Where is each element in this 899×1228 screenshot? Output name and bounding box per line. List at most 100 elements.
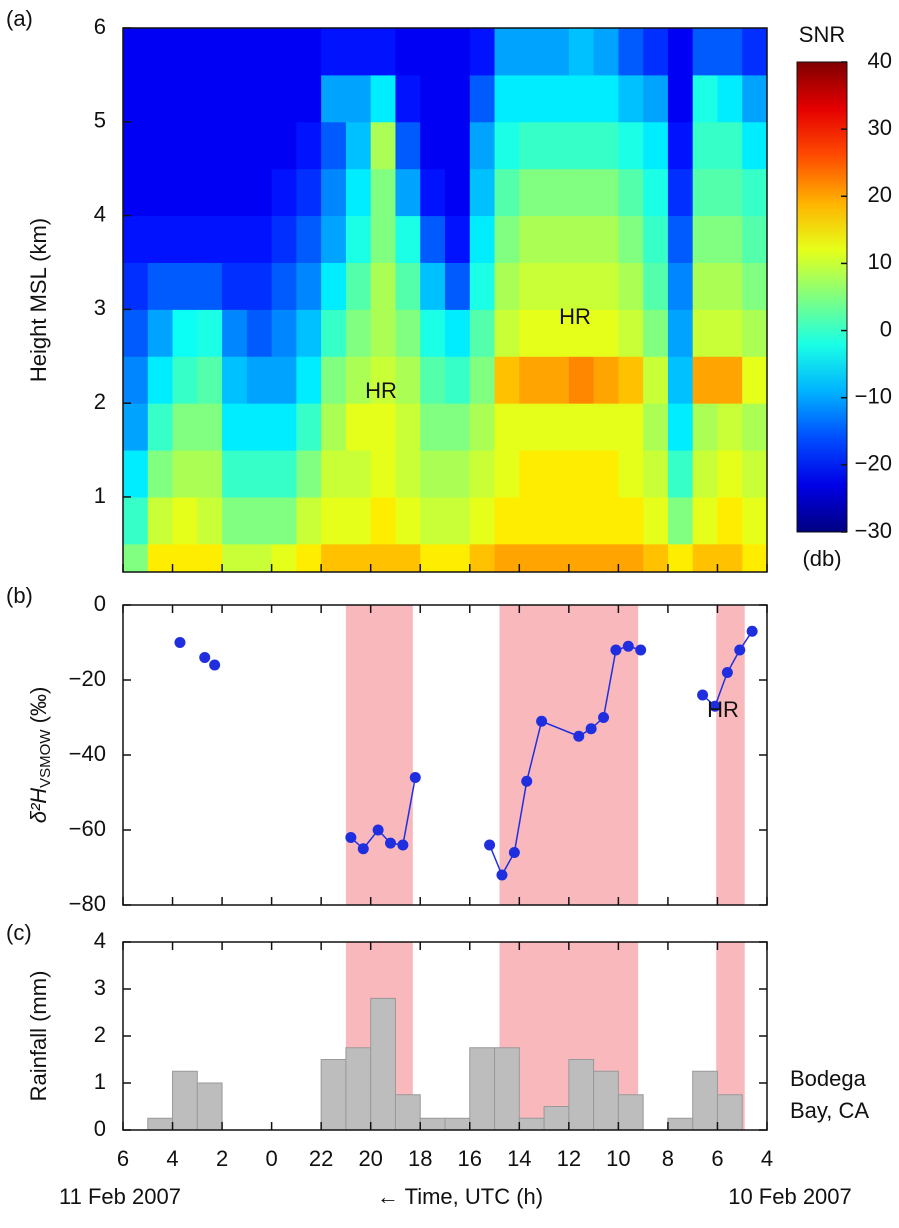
y-tick-label: 1 <box>94 1069 106 1094</box>
heatmap-cell <box>494 543 520 573</box>
heatmap-cell <box>742 215 768 263</box>
data-point <box>746 625 758 637</box>
data-point <box>573 730 585 742</box>
station-label: Bodega <box>790 1066 867 1091</box>
bar <box>394 1094 421 1131</box>
heatmap-cell <box>222 215 248 263</box>
heatmap-cell <box>271 74 297 123</box>
colorbar-tick-label: −20 <box>855 451 892 476</box>
heatmap-cell <box>469 543 496 573</box>
bar <box>617 1094 644 1131</box>
heatmap-cell <box>717 74 743 123</box>
heatmap-cell <box>420 121 446 170</box>
x-tick-label: 18 <box>408 1146 432 1171</box>
heatmap-cell <box>618 28 644 76</box>
heatmap-cell <box>742 543 768 573</box>
heatmap-cell <box>469 121 496 170</box>
heatmap-cell <box>197 450 223 498</box>
heatmap-cell <box>271 262 297 310</box>
heatmap-cell <box>147 450 174 498</box>
heatmap-cell <box>494 403 520 451</box>
colorbar-tick-label: −30 <box>855 518 892 543</box>
heatmap-cell <box>519 215 545 263</box>
bar <box>494 1047 520 1131</box>
heatmap-cell <box>494 28 520 76</box>
heatmap-cell <box>692 28 718 76</box>
heatmap-cell <box>197 309 223 357</box>
heatmap-cell <box>717 28 743 76</box>
heatmap-cell <box>321 356 347 404</box>
data-point <box>622 640 634 652</box>
heatmap-cell <box>568 450 595 498</box>
heatmap-cell <box>420 543 446 573</box>
heatmap-cell <box>717 168 743 217</box>
heatmap-cell <box>395 262 421 310</box>
y-axis-label: δ²HVSMOW (‰) <box>26 687 54 824</box>
heatmap-cell <box>197 356 223 404</box>
x-tick-label: 20 <box>358 1146 382 1171</box>
heatmap-cell <box>667 543 694 573</box>
y-axis-label-sub: VSMOW <box>37 729 54 788</box>
heatmap-cell <box>643 309 669 357</box>
data-point <box>357 843 369 855</box>
heatmap-cell <box>321 496 347 545</box>
heatmap-cell <box>370 543 396 573</box>
colorbar-tick-label: 20 <box>868 182 892 207</box>
heatmap-cell <box>147 121 174 170</box>
heatmap-cell <box>147 496 174 545</box>
y-tick-label: 5 <box>94 108 106 133</box>
panel-label: (c) <box>6 920 32 945</box>
heatmap-cell <box>370 496 396 545</box>
heatmap-cell <box>568 168 595 217</box>
heatmap-cell <box>618 215 644 263</box>
heatmap-cell <box>370 28 396 76</box>
heatmap-cell <box>296 450 322 498</box>
heatmap-cell <box>296 403 322 451</box>
heatmap-cell <box>469 403 496 451</box>
heatmap-cell <box>345 168 372 217</box>
heatmap-cell <box>618 309 644 357</box>
y-tick-label: 4 <box>94 928 106 953</box>
colorbar-tick-label: −10 <box>855 384 892 409</box>
x-tick-label: 12 <box>557 1146 581 1171</box>
heatmap-cell <box>246 309 273 357</box>
heatmap-cell <box>420 356 446 404</box>
heatmap-cell <box>222 450 248 498</box>
heatmap-cell <box>395 309 421 357</box>
y-tick-label: 3 <box>94 975 106 1000</box>
heatmap-cell <box>420 168 446 217</box>
heatmap-cell <box>544 356 570 404</box>
heatmap-cell <box>742 28 768 76</box>
heatmap-cell <box>667 356 694 404</box>
panel-label: (b) <box>6 583 33 608</box>
data-point <box>385 837 397 849</box>
bar <box>370 997 396 1131</box>
heatmap-cell <box>742 450 768 498</box>
data-point <box>721 667 733 678</box>
heatmap-cell <box>692 74 718 123</box>
heatmap-cell <box>296 121 322 170</box>
date-right: 10 Feb 2007 <box>728 1184 852 1209</box>
colorbar-tick-label: 0 <box>880 316 892 341</box>
heatmap-cell <box>494 309 520 357</box>
heatmap-cell <box>667 121 694 170</box>
x-tick-label: 10 <box>606 1146 630 1171</box>
heatmap-cell <box>544 496 570 545</box>
heatmap-cell <box>568 543 595 573</box>
heatmap-cell <box>123 74 149 123</box>
heatmap-cell <box>345 215 372 263</box>
heatmap-cell <box>296 496 322 545</box>
heatmap-cell <box>593 356 619 404</box>
bar <box>444 1117 471 1131</box>
heatmap-cell <box>618 450 644 498</box>
heatmap-cell <box>717 309 743 357</box>
heatmap-cell <box>618 74 644 123</box>
heatmap-cell <box>321 543 347 573</box>
heatmap-cell <box>123 262 149 310</box>
heatmap-cell <box>296 215 322 263</box>
heatmap-cell <box>544 262 570 310</box>
heatmap-cell <box>568 356 595 404</box>
heatmap-cell <box>494 356 520 404</box>
heatmap-cell <box>568 215 595 263</box>
heatmap-cell <box>123 215 149 263</box>
